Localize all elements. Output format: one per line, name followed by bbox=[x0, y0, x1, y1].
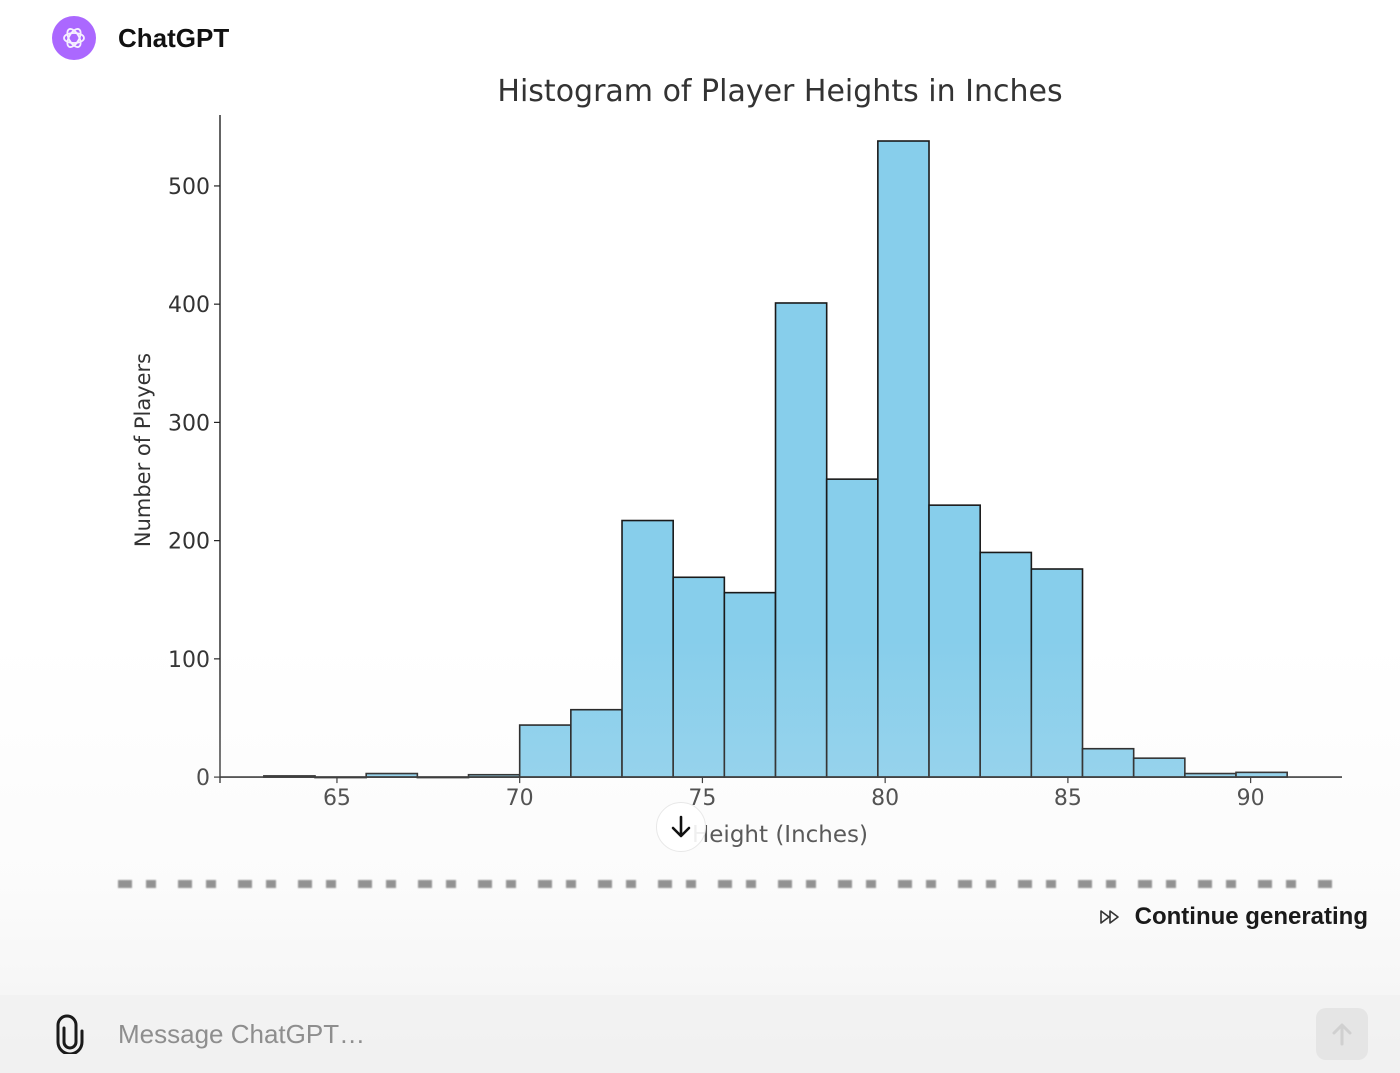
histogram-bar bbox=[672, 576, 726, 778]
histogram-bar bbox=[723, 591, 777, 778]
y-tick-label: 500 bbox=[168, 175, 210, 200]
scroll-down-button[interactable] bbox=[656, 802, 706, 852]
histogram-bar bbox=[1132, 757, 1186, 778]
y-tick-label: 300 bbox=[168, 411, 210, 436]
send-icon bbox=[1332, 1023, 1352, 1046]
paperclip-icon bbox=[56, 1014, 84, 1056]
attach-button[interactable] bbox=[52, 1014, 88, 1056]
partial-text-line bbox=[118, 880, 1346, 888]
x-tick-label: 70 bbox=[506, 786, 534, 811]
x-axis-label: Height (Inches) bbox=[692, 822, 868, 848]
histogram-bar bbox=[570, 708, 623, 778]
y-tick-label: 400 bbox=[168, 293, 210, 318]
x-tick-label: 80 bbox=[871, 786, 899, 811]
histogram-bar bbox=[621, 519, 674, 778]
x-tick-label: 90 bbox=[1237, 786, 1265, 811]
x-tick-label: 65 bbox=[323, 786, 351, 811]
histogram-bar bbox=[877, 140, 930, 778]
openai-logo-icon bbox=[63, 28, 85, 48]
x-tick-label: 85 bbox=[1054, 786, 1082, 811]
histogram-bar bbox=[774, 302, 828, 778]
fast-forward-icon bbox=[1099, 910, 1119, 924]
bars-layer bbox=[263, 140, 1288, 779]
message-input[interactable] bbox=[110, 1012, 1276, 1056]
histogram-bar bbox=[1081, 747, 1135, 778]
histogram-bar bbox=[928, 504, 981, 778]
histogram-bar bbox=[825, 478, 879, 778]
continue-generating-label: Continue generating bbox=[1134, 903, 1368, 930]
arrow-down-icon bbox=[671, 815, 691, 838]
message-header: ChatGPT bbox=[52, 16, 229, 60]
histogram-chart: Histogram of Player Heights in Inches Nu… bbox=[131, 74, 1342, 848]
assistant-avatar bbox=[52, 16, 96, 60]
sender-name: ChatGPT bbox=[118, 22, 230, 53]
chart-title: Histogram of Player Heights in Inches bbox=[497, 74, 1062, 109]
histogram-bar bbox=[1030, 568, 1084, 778]
y-tick-label: 100 bbox=[168, 648, 210, 673]
y-tick-label: 0 bbox=[196, 766, 210, 791]
y-tick-label: 200 bbox=[168, 530, 210, 555]
send-button[interactable] bbox=[1316, 1008, 1368, 1060]
histogram-bar bbox=[979, 551, 1033, 778]
continue-generating-button[interactable]: Continue generating bbox=[1099, 903, 1368, 931]
histogram-bar bbox=[518, 724, 572, 778]
y-axis-label: Number of Players bbox=[131, 353, 155, 547]
